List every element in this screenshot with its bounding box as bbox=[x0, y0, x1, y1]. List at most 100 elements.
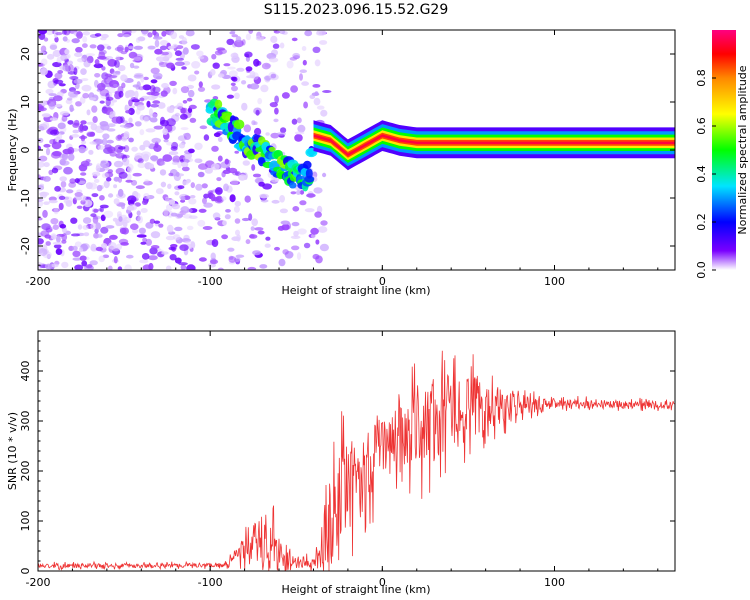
noise-speckle bbox=[69, 107, 75, 112]
noise-speckle bbox=[172, 155, 181, 164]
noise-speckle bbox=[105, 98, 111, 107]
noise-speckle bbox=[49, 44, 58, 50]
noise-speckle bbox=[93, 232, 100, 239]
noise-speckle bbox=[216, 177, 222, 182]
noise-speckle bbox=[167, 183, 172, 189]
noise-speckle bbox=[182, 61, 191, 66]
noise-speckle bbox=[150, 79, 158, 84]
noise-speckle bbox=[247, 266, 257, 270]
noise-speckle bbox=[274, 107, 279, 115]
noise-speckle bbox=[171, 141, 179, 150]
spectrogram-x-axis-label: Height of straight line (km) bbox=[281, 284, 430, 297]
noise-speckle bbox=[187, 74, 197, 82]
noise-speckle bbox=[265, 132, 270, 136]
noise-speckle bbox=[94, 73, 101, 78]
snr-ticks: -200 -100 0 100 0 100 200 300 400 bbox=[19, 331, 675, 589]
noise-speckle bbox=[81, 84, 92, 92]
noise-speckle bbox=[183, 152, 193, 160]
noise-speckle bbox=[276, 132, 286, 136]
noise-speckle bbox=[131, 146, 138, 152]
noise-speckle bbox=[152, 36, 163, 40]
noise-speckle bbox=[76, 189, 83, 193]
noise-speckle bbox=[42, 248, 49, 255]
y-tick-label: 400 bbox=[19, 361, 32, 382]
noise-speckle bbox=[233, 39, 244, 48]
noise-speckle bbox=[134, 90, 139, 99]
noise-speckle bbox=[255, 109, 260, 116]
noise-speckle bbox=[129, 30, 137, 34]
noise-speckle bbox=[162, 128, 168, 135]
noise-speckle bbox=[38, 155, 48, 162]
noise-speckle bbox=[234, 150, 239, 154]
noise-speckle bbox=[147, 95, 157, 101]
noise-speckle bbox=[117, 266, 123, 270]
noise-speckle bbox=[102, 133, 110, 140]
noise-speckle bbox=[97, 145, 105, 150]
noise-speckle bbox=[43, 37, 49, 42]
noise-speckle bbox=[82, 92, 90, 99]
noise-speckle bbox=[224, 214, 231, 220]
noise-speckle bbox=[116, 211, 122, 218]
noise-speckle bbox=[80, 195, 87, 202]
noise-speckle bbox=[75, 46, 83, 53]
y-tick-label: 300 bbox=[19, 411, 32, 432]
noise-speckle bbox=[249, 70, 256, 79]
noise-speckle bbox=[203, 193, 209, 199]
noise-speckle bbox=[167, 107, 175, 114]
noise-speckle bbox=[98, 51, 106, 59]
noise-speckle bbox=[203, 134, 210, 141]
noise-speckle bbox=[82, 43, 88, 48]
noise-speckle bbox=[126, 205, 135, 211]
noise-speckle bbox=[245, 239, 251, 245]
noise-speckle bbox=[40, 230, 50, 237]
noise-speckle bbox=[61, 30, 67, 35]
noise-speckle bbox=[194, 70, 200, 75]
noise-speckle bbox=[127, 195, 137, 204]
noise-speckle bbox=[107, 123, 116, 128]
noise-speckle bbox=[186, 264, 196, 270]
noise-speckle bbox=[227, 247, 235, 252]
noise-speckle bbox=[125, 105, 136, 109]
noise-speckle bbox=[303, 101, 308, 109]
noise-speckle bbox=[98, 255, 105, 263]
noise-speckle bbox=[291, 37, 298, 42]
noise-speckle bbox=[100, 226, 109, 234]
noise-speckle bbox=[52, 49, 62, 58]
noise-speckle bbox=[279, 208, 288, 214]
noise-speckle bbox=[322, 172, 327, 178]
signal-blob bbox=[303, 160, 312, 169]
noise-speckle bbox=[146, 91, 156, 96]
noise-speckle bbox=[209, 69, 216, 76]
noise-speckle bbox=[279, 42, 285, 49]
noise-speckle bbox=[125, 179, 133, 183]
noise-speckle bbox=[149, 113, 158, 119]
noise-speckle bbox=[97, 44, 105, 51]
noise-speckle bbox=[136, 104, 145, 111]
noise-speckle bbox=[291, 245, 300, 251]
noise-speckle bbox=[59, 111, 70, 116]
noise-speckle bbox=[38, 217, 43, 221]
noise-speckle bbox=[85, 264, 93, 269]
noise-speckle bbox=[231, 85, 238, 92]
noise-speckle bbox=[224, 158, 229, 165]
noise-speckle bbox=[217, 267, 224, 270]
noise-speckle bbox=[133, 45, 143, 50]
noise-speckle bbox=[94, 59, 100, 65]
noise-speckle bbox=[78, 146, 86, 154]
noise-speckle bbox=[99, 88, 110, 97]
noise-speckle bbox=[99, 204, 109, 209]
noise-speckle bbox=[301, 46, 307, 51]
noise-speckle bbox=[157, 102, 166, 109]
y-tick-label: 100 bbox=[19, 511, 32, 532]
noise-speckle bbox=[62, 64, 71, 72]
noise-speckle bbox=[95, 246, 104, 252]
noise-speckle bbox=[162, 154, 173, 162]
noise-speckle bbox=[82, 225, 89, 230]
noise-speckle bbox=[245, 33, 251, 41]
snr-y-axis-label: SNR (10 * v/v) bbox=[6, 412, 19, 490]
noise-speckle bbox=[82, 31, 91, 36]
noise-speckle bbox=[294, 131, 305, 135]
noise-speckle bbox=[198, 56, 205, 60]
noise-speckle bbox=[165, 265, 172, 270]
noise-speckle bbox=[143, 116, 149, 123]
